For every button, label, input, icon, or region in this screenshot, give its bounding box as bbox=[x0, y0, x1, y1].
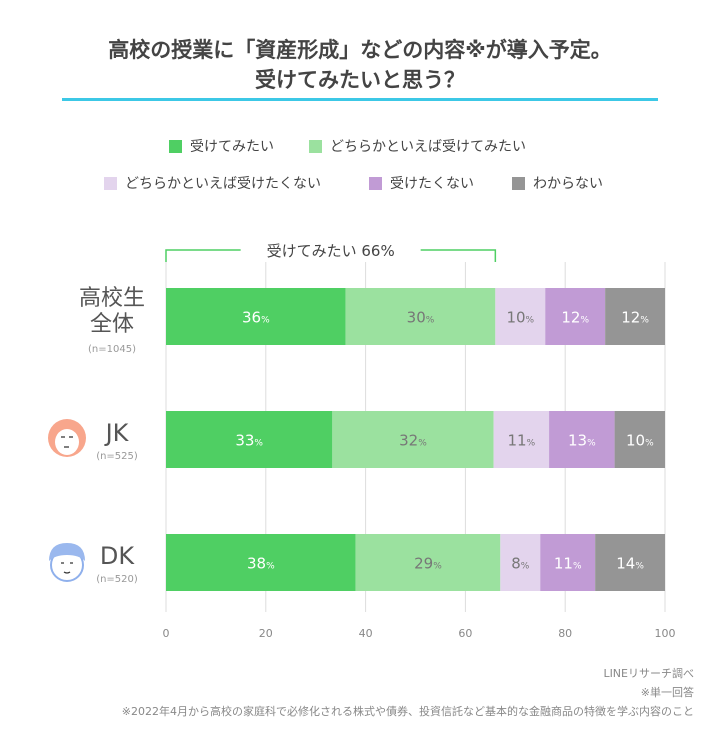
bar-segment bbox=[355, 534, 501, 591]
category-label: JK bbox=[104, 419, 130, 447]
bar-segment bbox=[549, 411, 615, 468]
category-label: 高校生 bbox=[79, 286, 145, 311]
x-tick-label: 20 bbox=[259, 627, 273, 640]
legend-label: どちらかといえば受けたくない bbox=[125, 176, 321, 192]
source-note: LINEリサーチ調べ bbox=[603, 667, 694, 680]
chart-title-line2: 受けてみたいと思う？ bbox=[255, 68, 465, 92]
x-tick-label: 60 bbox=[458, 627, 472, 640]
legend-swatch bbox=[512, 176, 525, 190]
category-n: (n=1045) bbox=[88, 344, 136, 355]
legend-swatch bbox=[169, 139, 182, 153]
legend-item-1: どちらかといえば受けてみたい bbox=[309, 136, 526, 156]
legend-item-4: わからない bbox=[512, 173, 603, 193]
category-label: DK bbox=[100, 542, 135, 570]
legend-item-3: 受けたくない bbox=[369, 173, 474, 193]
category-n: (n=520) bbox=[96, 574, 138, 585]
bar-segment bbox=[605, 288, 665, 345]
title-underline bbox=[62, 98, 658, 101]
girl-face-icon bbox=[55, 429, 79, 455]
annotation-bg bbox=[240, 238, 421, 260]
bar-segment bbox=[540, 534, 596, 591]
bar-segment bbox=[500, 534, 541, 591]
legend-label: 受けたくない bbox=[390, 176, 474, 192]
girl-face-icon bbox=[61, 436, 73, 448]
category-n: (n=525) bbox=[96, 451, 138, 462]
legend-label: どちらかといえば受けてみたい bbox=[330, 139, 526, 155]
legend-label: わからない bbox=[533, 176, 603, 192]
legend-item-0: 受けてみたい bbox=[169, 136, 274, 156]
footnote: ※2022年4月から高校の家庭科で必修化される株式や債券、投資信託など基本的な金… bbox=[121, 705, 694, 718]
bar-segment bbox=[614, 411, 665, 468]
boy-face-icon bbox=[49, 543, 85, 561]
chart-title-line1: 高校の授業に「資産形成」などの内容※が導入予定。 bbox=[108, 38, 612, 62]
x-tick-label: 40 bbox=[359, 627, 373, 640]
category-label: 全体 bbox=[90, 312, 134, 337]
bar-segment bbox=[493, 411, 550, 468]
bar-segment bbox=[166, 534, 356, 591]
bar-segment bbox=[166, 288, 346, 345]
legend-swatch bbox=[309, 139, 322, 153]
x-tick-label: 100 bbox=[655, 627, 676, 640]
annotation-label: 受けてみたい 66% bbox=[267, 242, 395, 260]
x-tick-label: 0 bbox=[163, 627, 170, 640]
bar-segment bbox=[166, 411, 333, 468]
answer-note: ※単一回答 bbox=[640, 686, 694, 699]
x-tick-label: 80 bbox=[558, 627, 572, 640]
legend-swatch bbox=[369, 176, 382, 190]
bar-segment bbox=[345, 288, 496, 345]
bar-segment bbox=[332, 411, 494, 468]
legend-swatch bbox=[104, 176, 117, 190]
bar-segment bbox=[595, 534, 665, 591]
legend-label: 受けてみたい bbox=[190, 139, 274, 155]
boy-face-icon bbox=[61, 562, 73, 574]
bar-segment bbox=[495, 288, 546, 345]
bar-segment bbox=[545, 288, 606, 345]
legend-item-2: どちらかといえば受けたくない bbox=[104, 173, 321, 193]
